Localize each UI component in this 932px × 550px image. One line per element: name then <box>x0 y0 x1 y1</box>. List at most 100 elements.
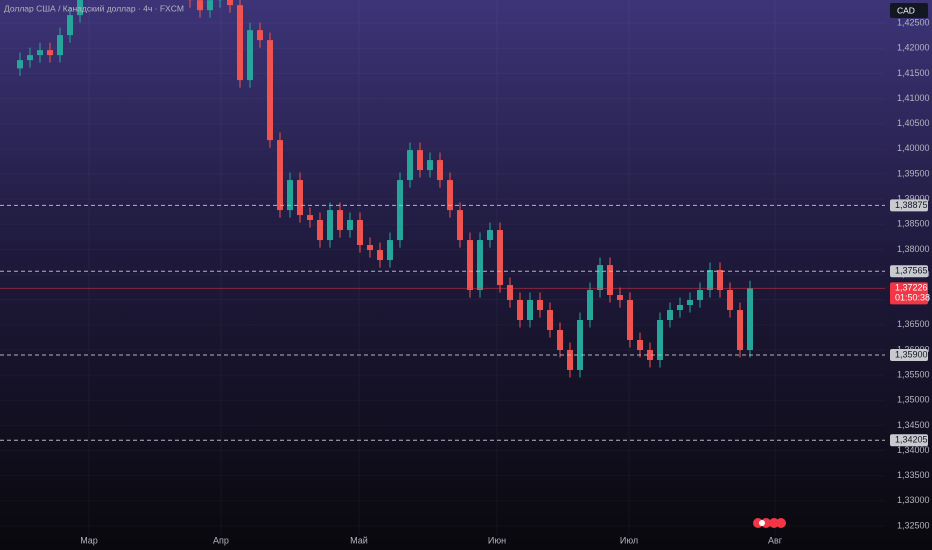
y-tick-label: 1,42500 <box>897 18 930 28</box>
candle-body <box>707 270 713 291</box>
candle-body <box>747 288 753 351</box>
candle-body <box>27 55 33 61</box>
candle-body <box>627 300 633 341</box>
y-tick-label: 1,33500 <box>897 470 930 480</box>
candle-body <box>687 300 693 306</box>
candle-body <box>467 240 473 291</box>
candle-body <box>337 210 343 231</box>
candle-body <box>67 15 73 36</box>
countdown-label: 01:50:38 <box>895 293 930 303</box>
candle-body <box>47 50 53 56</box>
candle-body <box>507 285 513 301</box>
currency-label: CAD <box>897 5 915 15</box>
candle-body <box>207 0 213 11</box>
candle-body <box>427 160 433 171</box>
y-tick-label: 1,34000 <box>897 445 930 455</box>
y-tick-label: 1,40500 <box>897 118 930 128</box>
y-tick-label: 1,39500 <box>897 168 930 178</box>
candle-body <box>227 0 233 6</box>
x-tick-label: Июл <box>620 535 638 545</box>
candle-body <box>677 305 683 311</box>
candle-body <box>357 220 363 246</box>
price-line-label: 1,34205 <box>895 435 928 445</box>
candle-body <box>587 290 593 320</box>
candle-body <box>347 220 353 231</box>
candle-body <box>557 330 563 351</box>
candle-body <box>317 220 323 241</box>
candle-body <box>717 270 723 291</box>
currency-box <box>890 3 928 18</box>
candle-body <box>287 180 293 211</box>
candle-body <box>487 230 493 241</box>
candle-body <box>537 300 543 311</box>
x-tick-label: Авг <box>768 535 783 545</box>
candle-body <box>327 210 333 241</box>
candle-body <box>667 310 673 320</box>
y-tick-label: 1,42000 <box>897 43 930 53</box>
y-tick-label: 1,41500 <box>897 68 930 78</box>
candle-body <box>417 150 423 171</box>
price-line-label: 1,35900 <box>895 349 928 359</box>
candle-body <box>577 319 583 370</box>
event-icons[interactable] <box>753 518 786 528</box>
candle-body <box>57 35 63 56</box>
x-tick-label: Мар <box>80 535 98 545</box>
candle-body <box>737 310 743 351</box>
candle-body <box>237 5 243 81</box>
candle-body <box>77 0 83 16</box>
candle-body <box>367 245 373 251</box>
candle-body <box>437 160 443 181</box>
y-tick-label: 1,39000 <box>897 193 930 203</box>
x-tick-label: Июн <box>488 535 506 545</box>
candle-body <box>547 310 553 331</box>
candle-body <box>17 60 23 69</box>
candle-body <box>607 265 613 296</box>
candle-body <box>247 30 253 81</box>
candle-body <box>647 350 653 361</box>
candle-body <box>617 295 623 301</box>
candle-body <box>567 350 573 370</box>
candle-body <box>277 140 283 211</box>
candle-body <box>497 230 503 286</box>
candles <box>17 0 753 378</box>
y-tick-label: 1,40000 <box>897 143 930 153</box>
candle-body <box>37 50 43 56</box>
candle-body <box>447 180 453 211</box>
candle-body <box>727 290 733 311</box>
y-tick-label: 1,41000 <box>897 93 930 103</box>
candle-body <box>477 240 483 291</box>
price-line-box <box>890 434 928 447</box>
y-tick-label: 1,34500 <box>897 420 930 430</box>
candle-body <box>377 250 383 261</box>
price-line-box <box>890 199 928 212</box>
y-tick-label: 1,35000 <box>897 395 930 405</box>
x-tick-label: Апр <box>213 535 229 545</box>
candle-body <box>637 340 643 351</box>
price-line-label: 1,38875 <box>895 200 928 210</box>
x-tick-label: Май <box>350 535 368 545</box>
y-tick-label: 1,38500 <box>897 219 930 229</box>
candle-body <box>697 290 703 301</box>
candle-body <box>297 180 303 216</box>
candle-body <box>397 180 403 241</box>
candle-body <box>517 300 523 320</box>
y-tick-label: 1,32500 <box>897 520 930 530</box>
candle-body <box>657 319 663 361</box>
overlay: 1,32500 1,33000 1,33500 1,34000 1,34500 1,350… <box>0 18 930 545</box>
candle-body <box>457 210 463 241</box>
y-tick-label: 1,38000 <box>897 244 930 254</box>
candle-body <box>407 150 413 181</box>
candle-body <box>527 300 533 320</box>
last-price-label: 1,37226 <box>895 283 928 293</box>
candle-body <box>597 265 603 291</box>
candle-body <box>257 30 263 41</box>
price-line-box <box>890 348 928 361</box>
candle-body <box>197 0 203 11</box>
price-line-label: 1,37565 <box>895 266 928 276</box>
y-tick-label: 1,35500 <box>897 369 930 379</box>
candle-body <box>307 215 313 221</box>
y-tick-label: 1,36500 <box>897 319 930 329</box>
candle-body <box>387 240 393 261</box>
